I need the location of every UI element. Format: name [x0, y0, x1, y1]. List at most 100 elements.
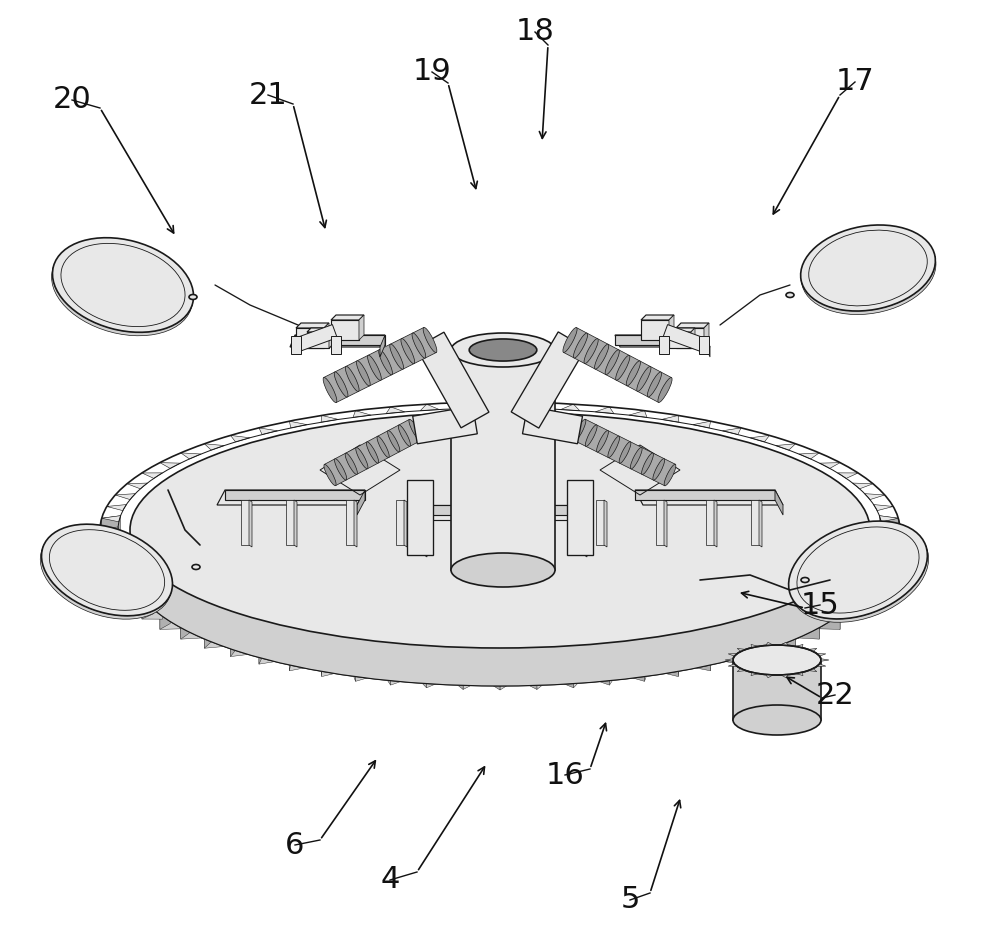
Polygon shape: [676, 328, 704, 348]
Ellipse shape: [388, 430, 400, 452]
Text: 19: 19: [413, 58, 451, 87]
Polygon shape: [307, 332, 329, 348]
Polygon shape: [321, 415, 338, 422]
Polygon shape: [609, 647, 614, 685]
Polygon shape: [420, 404, 439, 411]
Ellipse shape: [42, 524, 172, 615]
Polygon shape: [181, 601, 189, 639]
Polygon shape: [669, 315, 674, 340]
Polygon shape: [346, 500, 354, 545]
Polygon shape: [663, 325, 705, 351]
Polygon shape: [464, 515, 467, 557]
Polygon shape: [879, 515, 898, 550]
Polygon shape: [799, 601, 819, 607]
Polygon shape: [722, 626, 741, 632]
Polygon shape: [775, 490, 783, 515]
Polygon shape: [722, 630, 741, 665]
Polygon shape: [386, 407, 405, 413]
Polygon shape: [526, 402, 545, 409]
Polygon shape: [410, 505, 590, 520]
Ellipse shape: [423, 328, 437, 353]
Polygon shape: [881, 538, 898, 574]
Ellipse shape: [658, 378, 672, 402]
Polygon shape: [877, 549, 893, 585]
Polygon shape: [882, 527, 900, 562]
Polygon shape: [456, 515, 464, 555]
Polygon shape: [882, 527, 900, 533]
Polygon shape: [181, 601, 201, 607]
Polygon shape: [874, 504, 893, 511]
Polygon shape: [544, 515, 547, 557]
Ellipse shape: [573, 333, 588, 358]
Ellipse shape: [605, 349, 619, 375]
Polygon shape: [808, 649, 817, 651]
Polygon shape: [296, 328, 324, 348]
Polygon shape: [353, 643, 371, 649]
Polygon shape: [225, 490, 365, 500]
Polygon shape: [526, 651, 545, 657]
Polygon shape: [846, 582, 858, 619]
Polygon shape: [410, 505, 590, 515]
Polygon shape: [817, 664, 826, 666]
Polygon shape: [127, 571, 147, 577]
Polygon shape: [353, 643, 356, 682]
Polygon shape: [635, 490, 783, 505]
Polygon shape: [853, 576, 873, 609]
Polygon shape: [142, 582, 162, 587]
Polygon shape: [102, 515, 121, 550]
Ellipse shape: [451, 553, 555, 587]
Polygon shape: [396, 500, 404, 545]
Polygon shape: [838, 587, 858, 619]
Ellipse shape: [409, 419, 421, 441]
Polygon shape: [781, 642, 788, 646]
Polygon shape: [751, 672, 758, 676]
Polygon shape: [737, 668, 746, 671]
Polygon shape: [738, 626, 741, 665]
Ellipse shape: [733, 705, 821, 735]
Ellipse shape: [356, 361, 370, 386]
Ellipse shape: [642, 453, 653, 475]
Polygon shape: [635, 490, 775, 500]
Polygon shape: [563, 328, 672, 402]
Polygon shape: [455, 651, 474, 657]
Text: 22: 22: [816, 681, 854, 710]
Polygon shape: [865, 494, 885, 499]
Polygon shape: [331, 315, 364, 320]
Polygon shape: [160, 597, 180, 630]
Polygon shape: [354, 500, 357, 547]
Text: 15: 15: [801, 591, 839, 619]
Polygon shape: [127, 576, 147, 609]
Polygon shape: [259, 428, 278, 434]
Polygon shape: [874, 553, 893, 587]
Polygon shape: [874, 549, 893, 555]
Polygon shape: [241, 500, 249, 545]
Ellipse shape: [789, 521, 927, 619]
Ellipse shape: [130, 412, 870, 648]
Polygon shape: [567, 480, 593, 555]
Polygon shape: [107, 504, 126, 511]
Polygon shape: [115, 565, 135, 598]
Polygon shape: [882, 530, 900, 565]
Polygon shape: [879, 515, 898, 522]
Polygon shape: [386, 647, 391, 685]
Polygon shape: [463, 651, 474, 689]
Polygon shape: [324, 419, 421, 485]
Ellipse shape: [801, 225, 935, 311]
Polygon shape: [231, 618, 236, 657]
Polygon shape: [291, 336, 301, 354]
Polygon shape: [817, 653, 826, 656]
Polygon shape: [776, 615, 796, 649]
Ellipse shape: [334, 372, 348, 397]
Polygon shape: [391, 649, 405, 685]
Polygon shape: [249, 500, 252, 547]
Polygon shape: [455, 651, 463, 689]
Polygon shape: [693, 421, 711, 428]
Polygon shape: [879, 538, 898, 545]
Text: 18: 18: [516, 18, 554, 46]
Polygon shape: [416, 332, 489, 428]
Polygon shape: [115, 561, 130, 597]
Polygon shape: [404, 500, 407, 547]
Text: 4: 4: [380, 866, 400, 895]
Polygon shape: [776, 610, 796, 616]
Polygon shape: [641, 315, 674, 320]
